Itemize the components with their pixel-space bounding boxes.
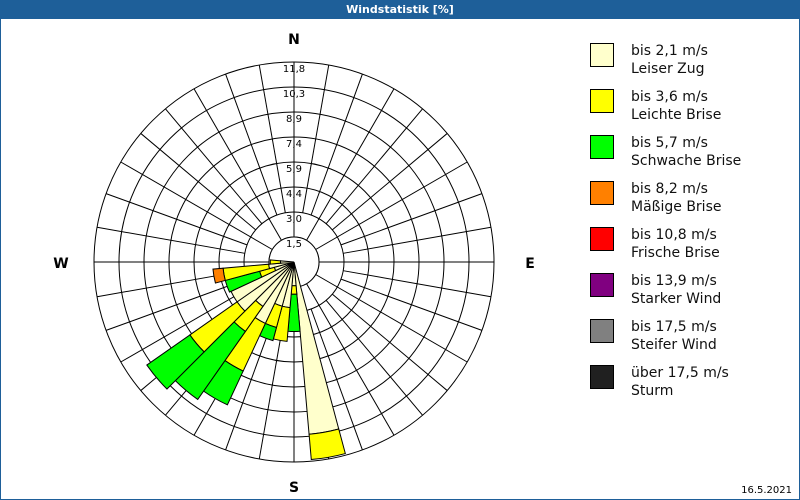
legend-class-name: Sturm xyxy=(631,383,674,399)
wind-rose-chart xyxy=(93,61,495,463)
sector-170 xyxy=(293,261,346,461)
ring-label: 1,5 xyxy=(286,239,302,250)
grid-spoke xyxy=(315,274,468,363)
grid-spoke xyxy=(105,193,248,246)
legend-class-name: Leiser Zug xyxy=(631,61,705,77)
legend-swatch xyxy=(590,135,614,159)
legend-class-name: Schwache Brise xyxy=(631,153,742,169)
legend-class-name: Starker Wind xyxy=(631,291,722,307)
ring-label: 5,9 xyxy=(286,164,302,175)
sector-220 xyxy=(174,261,295,401)
legend-range: bis 10,8 m/s xyxy=(631,227,717,243)
legend-range: bis 13,9 m/s xyxy=(631,273,717,289)
legend-swatch xyxy=(590,43,614,67)
grid-spoke xyxy=(225,73,278,216)
compass-w: W xyxy=(53,256,69,272)
legend-range: bis 3,6 m/s xyxy=(631,89,708,105)
grid-spoke xyxy=(258,64,286,213)
grid-spoke xyxy=(331,293,448,391)
legend-range: bis 5,7 m/s xyxy=(631,135,708,151)
legend-swatch xyxy=(590,273,614,297)
compass-s: S xyxy=(288,480,300,496)
sector-260 xyxy=(212,261,295,284)
grid-spoke xyxy=(306,88,395,241)
legend-swatch xyxy=(590,227,614,251)
title-bar: Windstatistik [%] xyxy=(0,0,800,19)
sector-210 xyxy=(202,261,295,406)
grid-spoke xyxy=(310,73,363,216)
sector-230 xyxy=(146,261,295,390)
compass-e: E xyxy=(525,256,535,272)
legend-swatch xyxy=(590,181,614,205)
grid-spoke xyxy=(343,226,492,254)
grid-spoke xyxy=(105,278,248,331)
grid-spoke xyxy=(315,161,468,250)
legend-swatch xyxy=(590,89,614,113)
compass-n: N xyxy=(288,32,300,48)
sector-250 xyxy=(224,261,295,293)
legend-range: bis 17,5 m/s xyxy=(631,319,717,335)
bar-segment xyxy=(269,259,282,265)
legend-class-name: Mäßige Brise xyxy=(631,199,722,215)
legend-range: über 17,5 m/s xyxy=(631,365,729,381)
grid-spoke xyxy=(193,88,282,241)
grid-spoke xyxy=(310,308,363,451)
bar-segment xyxy=(146,334,205,390)
legend-swatch xyxy=(590,365,614,389)
legend-class-name: Leichte Brise xyxy=(631,107,722,123)
grid-spoke xyxy=(140,133,257,231)
grid-spoke xyxy=(120,161,273,250)
grid-spoke xyxy=(343,270,492,298)
bar-segment xyxy=(293,261,340,435)
ring-label: 4,4 xyxy=(286,189,302,200)
grid-spoke xyxy=(306,283,395,436)
ring-label: 10,3 xyxy=(282,89,306,100)
legend-class-name: Frische Brise xyxy=(631,245,720,261)
grid-spoke xyxy=(302,64,330,213)
legend-class-name: Steifer Wind xyxy=(631,337,717,353)
ring-label: 11,8 xyxy=(282,64,306,75)
bar-segment xyxy=(308,428,346,461)
legend-swatch xyxy=(590,319,614,343)
date-label: 16.5.2021 xyxy=(741,485,792,496)
grid-spoke xyxy=(340,278,483,331)
bar-segment xyxy=(212,267,226,284)
grid-spoke xyxy=(96,226,245,254)
ring-label: 7,4 xyxy=(286,139,302,150)
grid-spoke xyxy=(340,193,483,246)
grid-spoke xyxy=(325,299,423,416)
ring-label: 3,0 xyxy=(286,214,302,225)
ring-label: 8,9 xyxy=(286,114,302,125)
grid-spoke xyxy=(325,108,423,225)
grid-spoke xyxy=(331,133,448,231)
legend-range: bis 2,1 m/s xyxy=(631,43,708,59)
sector-270 xyxy=(269,259,295,265)
legend-range: bis 8,2 m/s xyxy=(631,181,708,197)
grid-spoke xyxy=(165,108,263,225)
